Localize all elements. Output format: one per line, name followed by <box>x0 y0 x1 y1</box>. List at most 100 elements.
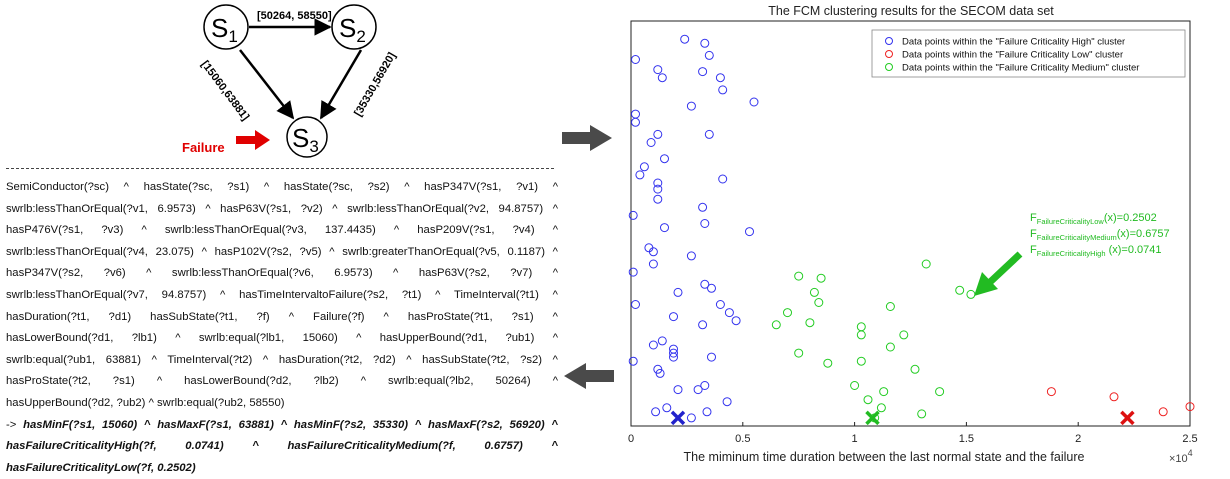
data-point-high <box>700 219 710 228</box>
x-tick-label: 0.5 <box>735 433 750 445</box>
state-node-s1: S1 <box>203 4 249 50</box>
chart-title: The FCM clustering results for the SECOM… <box>768 4 1054 18</box>
rule-result-line: hasFailureCriticalityHigh(?f, 0.0741) ^ … <box>6 436 558 458</box>
failure-label: Failure <box>182 140 225 155</box>
data-point-high <box>745 227 754 237</box>
rule-result-line: -> hasMinF(?s1, 15060) ^ hasMaxF(?s1, 63… <box>6 415 558 437</box>
edge-label-s1-s3: [15060,63881] <box>199 59 252 124</box>
data-point-high <box>686 251 696 261</box>
data-point-high <box>722 397 732 407</box>
data-point-high <box>715 73 725 83</box>
data-point-medium <box>910 364 920 374</box>
data-point-low <box>1109 392 1119 402</box>
rule-line: swrlb:equal(?ub1, 63881) ^ TimeInterval(… <box>6 353 558 366</box>
data-point-high <box>673 385 683 395</box>
data-point-high <box>657 73 667 83</box>
rule-result: hasFailureCriticalityHigh(?f, 0.0741) ^ … <box>6 440 558 453</box>
x-axis-multiplier: ×104 <box>1169 448 1193 465</box>
edge-s2-s3 <box>319 49 363 120</box>
data-point-medium <box>876 403 886 413</box>
data-point-high <box>628 356 638 366</box>
data-point-medium <box>805 318 815 328</box>
data-point-high <box>749 97 759 107</box>
data-point-low <box>1158 407 1168 417</box>
rule-line: hasDuration(?t1, ?d1) hasSubState(?t1, ?… <box>6 310 558 323</box>
data-point-high <box>653 184 663 194</box>
data-point-high <box>700 279 710 289</box>
rule-line: hasUpperBound(?d2, ?ub2) ^ swrlb:equal(?… <box>6 396 285 409</box>
data-point-high <box>648 259 658 269</box>
data-point-medium <box>899 330 909 340</box>
data-point-medium <box>850 381 860 390</box>
data-point-high <box>631 300 640 309</box>
data-point-high <box>662 403 672 413</box>
data-point-high <box>660 154 669 164</box>
svg-text:Data points within the "Failur: Data points within the "Failure Critical… <box>902 63 1139 74</box>
data-point-high <box>646 138 656 147</box>
cluster-centroid-marker <box>1120 410 1135 426</box>
rule-implication: -> <box>6 418 24 431</box>
data-point-high <box>698 202 708 212</box>
svg-text:S3: S3 <box>292 123 319 156</box>
x-tick-label: 1.5 <box>959 433 974 445</box>
data-point-medium <box>814 298 824 307</box>
annotation-arrow-icon <box>974 251 1023 296</box>
data-point-high <box>707 283 716 293</box>
data-point-medium <box>863 395 873 405</box>
svg-text:S1: S1 <box>211 13 238 46</box>
data-point-high <box>648 247 658 257</box>
x-tick-label: 1 <box>852 433 858 445</box>
svg-text:Data points within the "Failur: Data points within the "Failure Critical… <box>902 37 1125 48</box>
cluster-centroid-marker <box>865 410 880 426</box>
annotation-low: FFailureCriticalityLow(x)=0.2502 <box>1030 212 1157 226</box>
rule-line: swrlb:lessThanOrEqual(?v7, 94.8757) ^ ha… <box>6 288 558 301</box>
dashed-divider <box>6 168 554 169</box>
rule-result: hasFailureCriticalityLow(?f, 0.2502) <box>6 461 196 474</box>
data-point-medium <box>783 308 792 318</box>
rule-line: hasP347V(?s2, ?v6) ^ swrlb:lessThanOrEqu… <box>6 267 558 280</box>
state-node-s2: S2 <box>331 4 377 50</box>
data-point-high <box>707 352 716 362</box>
data-point-low <box>1046 387 1056 397</box>
fcm-scatter-chart: The FCM clustering results for the SECOM… <box>628 4 1198 465</box>
svg-text:S2: S2 <box>339 13 366 46</box>
rule-line: swrlb:lessThanOrEqual(?v4, 23.075) ^ has… <box>6 245 558 258</box>
data-point-high <box>628 210 638 220</box>
x-axis-ticks: 0 0.5 1 1.5 2 2.5 <box>628 422 1198 445</box>
rule-line: SemiConductor(?sc) ^ hasState(?sc, ?s1) … <box>6 181 558 193</box>
data-point-high <box>698 67 708 77</box>
data-point-high <box>631 117 640 127</box>
data-point-high <box>698 320 708 330</box>
data-point-medium <box>955 285 965 295</box>
annotation-high: FFailureCriticalityHigh (x)=0.0741 <box>1030 244 1161 258</box>
data-point-high <box>635 170 645 180</box>
rule-result: hasMinF(?s1, 15060) ^ hasMaxF(?s1, 63881… <box>23 418 558 431</box>
data-point-high <box>653 194 663 204</box>
chart-legend: Data points within the "Failure Critical… <box>871 29 1186 78</box>
data-point-high <box>669 348 678 358</box>
x-tick-label: 2.5 <box>1182 433 1197 445</box>
edge-label-s1-s2: [50264, 58550] <box>257 10 332 22</box>
data-point-high <box>718 174 728 184</box>
rule-result-line: hasFailureCriticalityLow(?f, 0.2502) <box>6 458 558 479</box>
data-point-high <box>673 287 683 297</box>
data-point-high <box>724 308 734 318</box>
data-point-medium <box>917 409 927 419</box>
data-point-high <box>700 38 710 48</box>
data-point-high <box>704 50 714 60</box>
arrow-left-icon <box>564 363 614 389</box>
data-point-high <box>631 55 640 64</box>
data-point-high <box>657 336 667 346</box>
x-tick-label: 0 <box>628 433 634 445</box>
data-point-high <box>731 316 741 326</box>
legend-item-low: Data points within the "Failure Critical… <box>885 50 1123 61</box>
data-point-medium <box>856 330 866 340</box>
data-point-medium <box>816 273 826 283</box>
data-point-medium <box>885 342 895 352</box>
data-point-high <box>639 162 649 172</box>
data-point-high <box>653 129 663 139</box>
membership-annotation: FFailureCriticalityLow(x)=0.2502 FFailur… <box>974 212 1170 296</box>
rule-line: swrlb:lessThanOrEqual(?v1, 6.9573) ^ has… <box>6 202 558 215</box>
data-point-medium <box>879 387 889 397</box>
data-point-high <box>651 407 661 417</box>
